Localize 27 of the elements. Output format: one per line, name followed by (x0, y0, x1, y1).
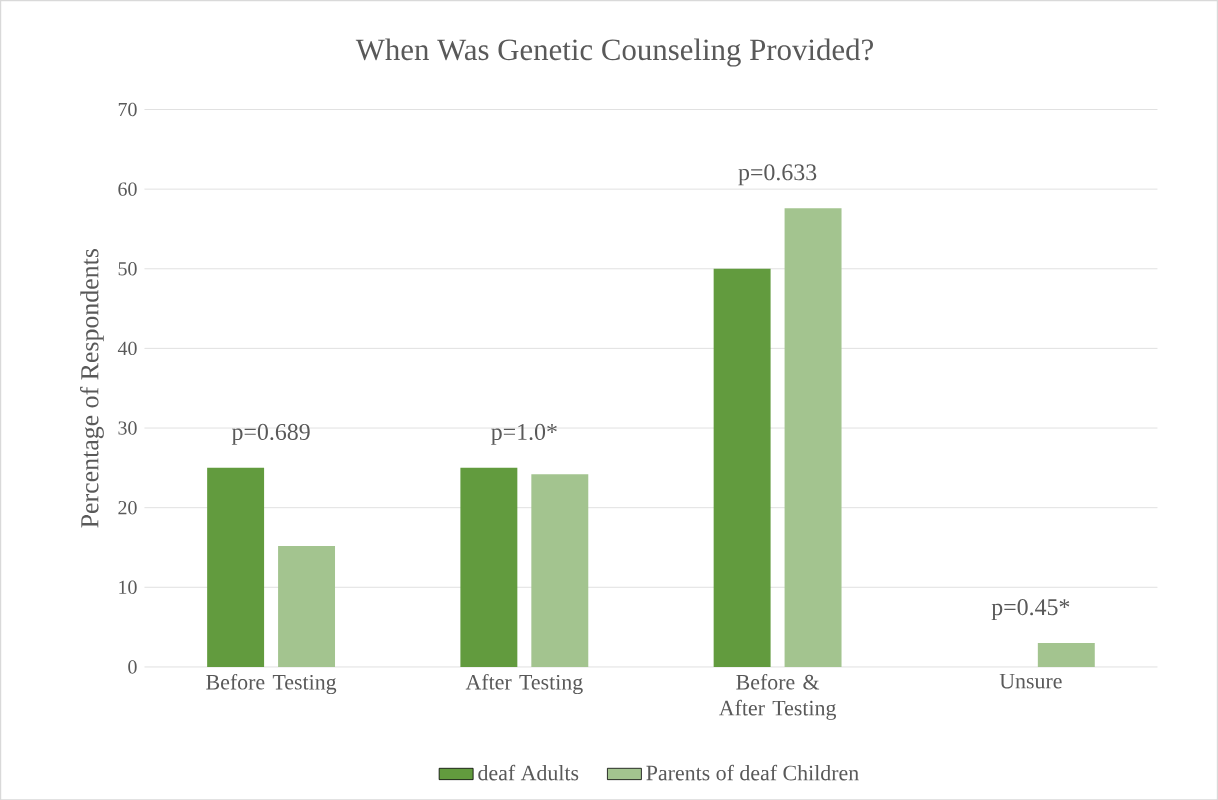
legend-label: deaf Adults (478, 764, 579, 781)
y-tick-label: 60 (118, 182, 137, 196)
y-tick-label: 70 (118, 102, 137, 117)
y-tick-label: 30 (118, 421, 137, 435)
bar (278, 545, 336, 667)
bar (460, 467, 518, 667)
annotation: p=1.0* (491, 423, 557, 445)
annotation: p=0.45* (991, 598, 1070, 620)
bar (531, 474, 589, 667)
y-tick-label: 10 (119, 580, 137, 594)
y-axis-title: Percentage of Respondents (80, 248, 104, 528)
annotation: p=0.633 (738, 164, 817, 186)
bar (784, 208, 842, 667)
bar (1037, 642, 1095, 667)
y-tick-label: 20 (118, 500, 137, 515)
chart-title: When Was Genetic Counseling Provided? (355, 38, 873, 67)
y-tick-label: 0 (128, 660, 137, 674)
x-tick-label: Before & After Testing (718, 673, 837, 720)
x-tick-label: Unsure (999, 673, 1062, 689)
bar (713, 268, 771, 667)
y-tick-label: 40 (117, 341, 137, 355)
annotation: p=0.689 (231, 423, 310, 445)
legend-label: Parents of deaf Children (646, 764, 859, 781)
y-tick-label: 50 (118, 261, 137, 276)
bar (207, 467, 265, 667)
x-tick-label: Before Testing (206, 673, 337, 694)
x-tick-label: After Testing (465, 673, 583, 694)
